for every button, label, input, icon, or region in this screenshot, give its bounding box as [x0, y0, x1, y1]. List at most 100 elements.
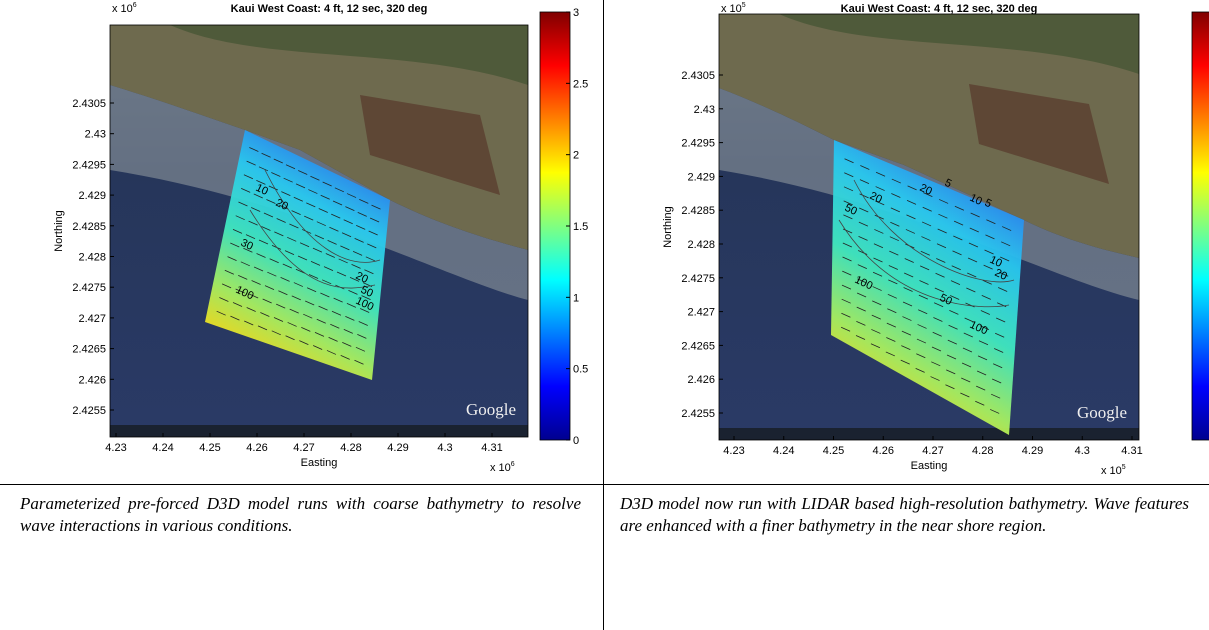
wave-vector [938, 213, 948, 219]
y-tick-label: 2.428 [78, 252, 106, 264]
wave-vector [951, 265, 961, 271]
wave-vector [331, 213, 341, 219]
wave-vector [905, 229, 916, 234]
contour-label: 20 [868, 190, 884, 206]
x-tick-label: 4.25 [823, 445, 844, 457]
wave-vector [984, 249, 994, 255]
plot-frame [109, 24, 529, 438]
watermark: Google [466, 400, 516, 419]
wave-vector [316, 318, 326, 324]
multiplier-base: x 10 [1101, 465, 1122, 477]
wave-vector [246, 307, 256, 312]
wave-vector [967, 257, 978, 263]
wave-vector [856, 292, 867, 298]
wave-vector [266, 199, 276, 204]
wave-vector [306, 202, 316, 208]
wave-vector [857, 278, 867, 284]
wave-vector [308, 189, 318, 194]
wave-vector [916, 338, 927, 344]
wave-vector [840, 326, 851, 332]
y-tick-label: 2.4305 [681, 70, 715, 82]
x-tick-label: 4.28 [972, 445, 993, 457]
wave-vector [291, 210, 301, 215]
x-tick-label: 4.23 [105, 442, 126, 454]
title: Kaui West Coast: 4 ft, 12 sec, 320 deg [841, 3, 1038, 15]
multiplier: x 106 [490, 461, 515, 474]
wave-vector [889, 250, 899, 256]
wave-vector [995, 332, 1005, 338]
wave-vector [842, 256, 852, 262]
colorbar-tick-label: 0.5 [573, 364, 588, 376]
x-tick-label: 4.3 [437, 442, 452, 454]
wave-vector [855, 335, 866, 340]
wave-vector [975, 400, 985, 406]
wave-vector [902, 301, 913, 307]
y-tick-label: 2.43 [85, 129, 106, 141]
wave-vector [285, 164, 296, 170]
wave-vector [872, 286, 882, 291]
wave-vector [364, 269, 374, 275]
wave-vector [297, 255, 308, 261]
wave-height-field [831, 140, 1024, 435]
wave-vector [970, 212, 980, 218]
wave-vector [287, 236, 297, 242]
wave-vector [281, 191, 291, 196]
wave-vector [954, 205, 965, 211]
wave-vector [875, 186, 885, 191]
wave-vector [1000, 256, 1010, 262]
wave-vector [960, 392, 970, 398]
wave-vector [306, 287, 317, 293]
multiplier-exponent: 5 [1122, 464, 1126, 471]
contour-label: 50 [938, 292, 954, 308]
wave-vector [238, 201, 248, 207]
wave-vector [891, 178, 901, 184]
wave-vector [320, 194, 330, 200]
x-tick-label: 4.24 [152, 442, 173, 454]
wave-vector [316, 221, 326, 227]
wave-vector [946, 369, 956, 375]
wave-vector [889, 236, 899, 242]
contour-label: 5 [983, 197, 994, 210]
wave-vector [352, 250, 363, 256]
wave-vector [257, 325, 268, 331]
wave-vector [932, 331, 942, 337]
wave-vector [919, 280, 929, 285]
y-tick-label: 2.4265 [681, 340, 715, 352]
wave-vector [232, 228, 243, 234]
wave-vector [312, 247, 323, 253]
contour-label: 20 [918, 182, 934, 198]
y-label: Northing [53, 210, 65, 252]
wave-vector [859, 179, 870, 185]
wave-vector [841, 284, 852, 290]
wave-vector [355, 346, 366, 352]
wave-vector [953, 235, 963, 241]
wave-vector [253, 266, 264, 272]
wave-vector [343, 219, 353, 225]
wave-vector [843, 200, 853, 206]
wave-vector [979, 325, 990, 330]
wave-vector [1001, 241, 1011, 247]
x-tick-label: 4.23 [723, 445, 744, 457]
wave-vector [918, 294, 929, 300]
wave-vector [219, 297, 229, 302]
wave-vector [268, 185, 279, 191]
plot-frame [718, 13, 1140, 441]
colorbar-tick-label: 0 [573, 435, 579, 447]
wave-vector [293, 282, 304, 287]
wave-vector [843, 186, 854, 192]
wave-vector [998, 287, 1008, 292]
wave-vector [361, 295, 371, 300]
wave-vector [243, 174, 254, 180]
caption-cell: Parameterized pre-forced D3D model runs … [0, 485, 604, 630]
wave-vector [967, 272, 977, 278]
wave-vector [295, 183, 306, 189]
imagery-strip [110, 425, 528, 437]
wave-vector [287, 322, 297, 327]
colorbar [1191, 11, 1209, 441]
wave-vector [933, 302, 944, 308]
y-tick-label: 2.427 [687, 307, 715, 319]
wave-vector [248, 293, 259, 299]
x-tick-label: 4.31 [1121, 445, 1142, 457]
wave-vector [872, 271, 883, 277]
imagery-strip [719, 428, 1139, 440]
